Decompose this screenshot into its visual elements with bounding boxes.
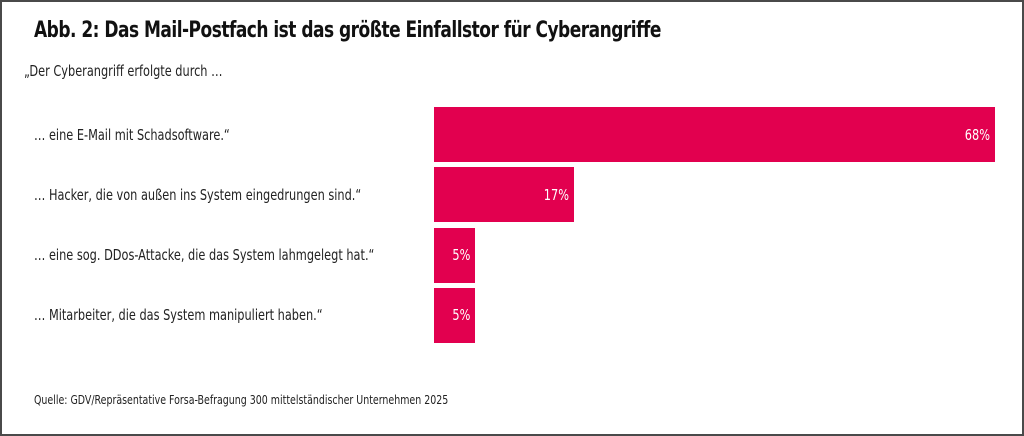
bar-value-label: 5% (452, 306, 470, 325)
bar (434, 287, 475, 343)
category-label: … Hacker, die von außen ins System einge… (34, 185, 362, 204)
bar (434, 167, 574, 223)
category-label: … Mitarbeiter, die das System manipulier… (34, 306, 323, 325)
bar (434, 227, 475, 283)
category-label: … eine E-Mail mit Schadsoftware.“ (34, 125, 230, 144)
chart-title: Abb. 2: Das Mail-Postfach ist das größte… (34, 18, 661, 43)
bar-value-label: 68% (964, 125, 990, 144)
source-note: Quelle: GDV/Repräsentative Forsa-Befragu… (34, 392, 449, 407)
bar-value-label: 5% (452, 246, 470, 265)
category-label: … eine sog. DDos-Attacke, die das System… (34, 246, 375, 265)
chart-subtitle: „Der Cyberangriff erfolgte durch … (24, 62, 223, 80)
bar-value-label: 17% (543, 185, 569, 204)
bar (434, 107, 995, 162)
